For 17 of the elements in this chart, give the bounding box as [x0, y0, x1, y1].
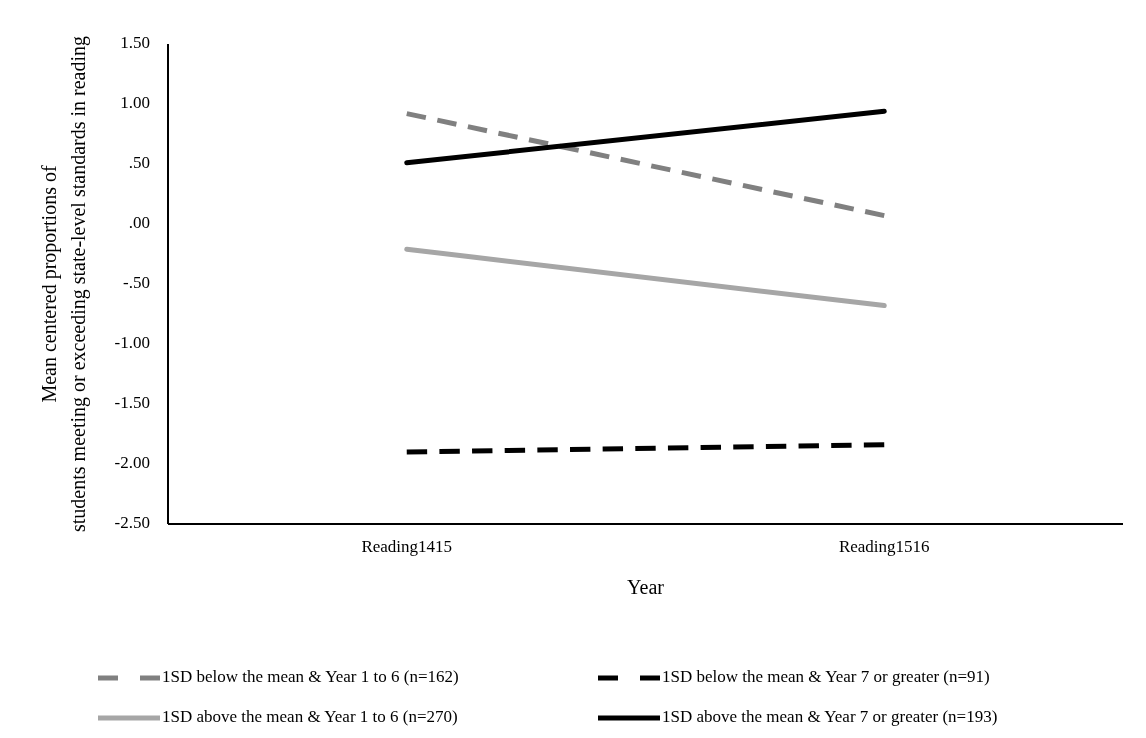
y-tick-label: -2.50 [114, 512, 150, 532]
y-tick-label: .00 [128, 212, 150, 232]
x-tick-label: Reading1516 [838, 537, 930, 556]
y-axis-title: Mean centered proportions of students meeting or exceeding state-level standards in reading [38, 36, 90, 532]
y-tick-label: -2.00 [114, 452, 150, 472]
legend-label: 1SD above the mean & Year 1 to 6 (n=270) [162, 706, 458, 726]
legend-label: 1SD above the mean & Year 7 or greater (n=193) [662, 706, 998, 726]
legend-label: 1SD below the mean & Year 1 to 6 (n=162) [162, 666, 459, 686]
y-tick-label: 1.50 [120, 32, 150, 52]
x-tick-label: Reading1415 [361, 537, 453, 556]
y-tick-label: -.50 [123, 272, 150, 292]
x-axis-title: Year [627, 576, 665, 598]
y-tick-label: -1.50 [114, 392, 150, 412]
y-tick-label: -1.00 [114, 332, 150, 352]
legend-label: 1SD below the mean & Year 7 or greater (n=91) [662, 666, 990, 686]
y-tick-label: .50 [128, 152, 150, 172]
y-tick-label: 1.00 [120, 92, 150, 112]
